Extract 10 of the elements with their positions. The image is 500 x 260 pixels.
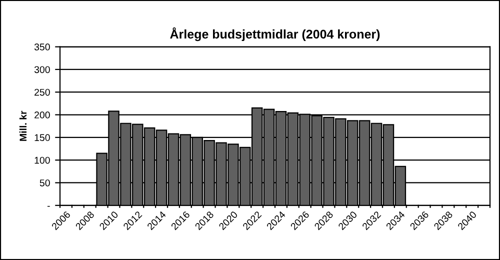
y-tick-label: 200 <box>34 112 50 118</box>
chart-title: Årlege budsjettmidlar (2004 kroner) <box>170 27 380 42</box>
y-tick-label: 150 <box>34 134 50 142</box>
y-tick-label: - <box>47 206 50 207</box>
y-axis-title: Mill. kr <box>19 110 26 141</box>
y-tick-label: 350 <box>34 44 50 50</box>
y-tick-label: 50 <box>40 179 50 186</box>
y-tick-label: 300 <box>34 66 50 74</box>
y-tick-label: 250 <box>34 88 50 96</box>
y-tick-label: 100 <box>34 156 50 164</box>
